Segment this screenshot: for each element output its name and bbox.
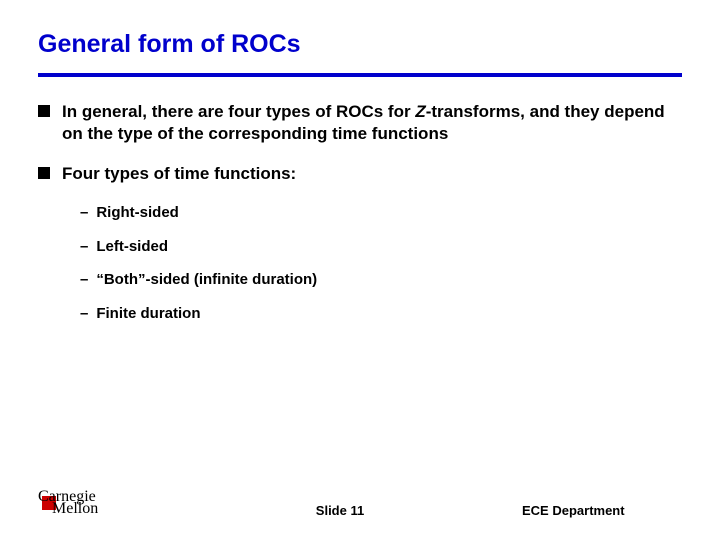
bullet-item: In general, there are four types of ROCs… xyxy=(38,101,682,145)
bullet-prefix: In general, there are four types of ROCs… xyxy=(62,102,415,121)
bullet-italic: Z xyxy=(415,102,425,121)
sub-list: – Right-sided – Left-sided – “Both”-side… xyxy=(80,203,682,323)
sub-item: – “Both”-sided (infinite duration) xyxy=(80,270,682,290)
sub-item: – Right-sided xyxy=(80,203,682,223)
title-rule xyxy=(38,73,682,77)
square-bullet-icon xyxy=(38,167,50,179)
slide-content: In general, there are four types of ROCs… xyxy=(38,101,682,323)
university-logo: Carnegie Mellon xyxy=(38,488,128,518)
slide: General form of ROCs In general, there a… xyxy=(0,0,720,540)
sub-item-text: “Both”-sided (infinite duration) xyxy=(96,270,317,290)
dash-icon: – xyxy=(80,237,88,257)
footer-left: Carnegie Mellon xyxy=(38,488,158,518)
sub-item: – Left-sided xyxy=(80,237,682,257)
bullet-text: In general, there are four types of ROCs… xyxy=(62,101,682,145)
bullet-prefix: Four types of time functions: xyxy=(62,164,296,183)
dash-icon: – xyxy=(80,270,88,290)
dash-icon: – xyxy=(80,203,88,223)
square-bullet-icon xyxy=(38,105,50,117)
logo-text-bottom: Mellon xyxy=(52,500,98,518)
sub-item-text: Finite duration xyxy=(96,304,200,324)
bullet-item: Four types of time functions: xyxy=(38,163,682,185)
slide-number: Slide 11 xyxy=(158,503,522,518)
slide-footer: Carnegie Mellon Slide 11 ECE Department xyxy=(0,488,720,518)
sub-item: – Finite duration xyxy=(80,304,682,324)
bullet-text: Four types of time functions: xyxy=(62,163,682,185)
slide-title: General form of ROCs xyxy=(38,30,682,59)
dash-icon: – xyxy=(80,304,88,324)
sub-item-text: Right-sided xyxy=(96,203,179,223)
sub-item-text: Left-sided xyxy=(96,237,168,257)
department-label: ECE Department xyxy=(522,503,682,518)
